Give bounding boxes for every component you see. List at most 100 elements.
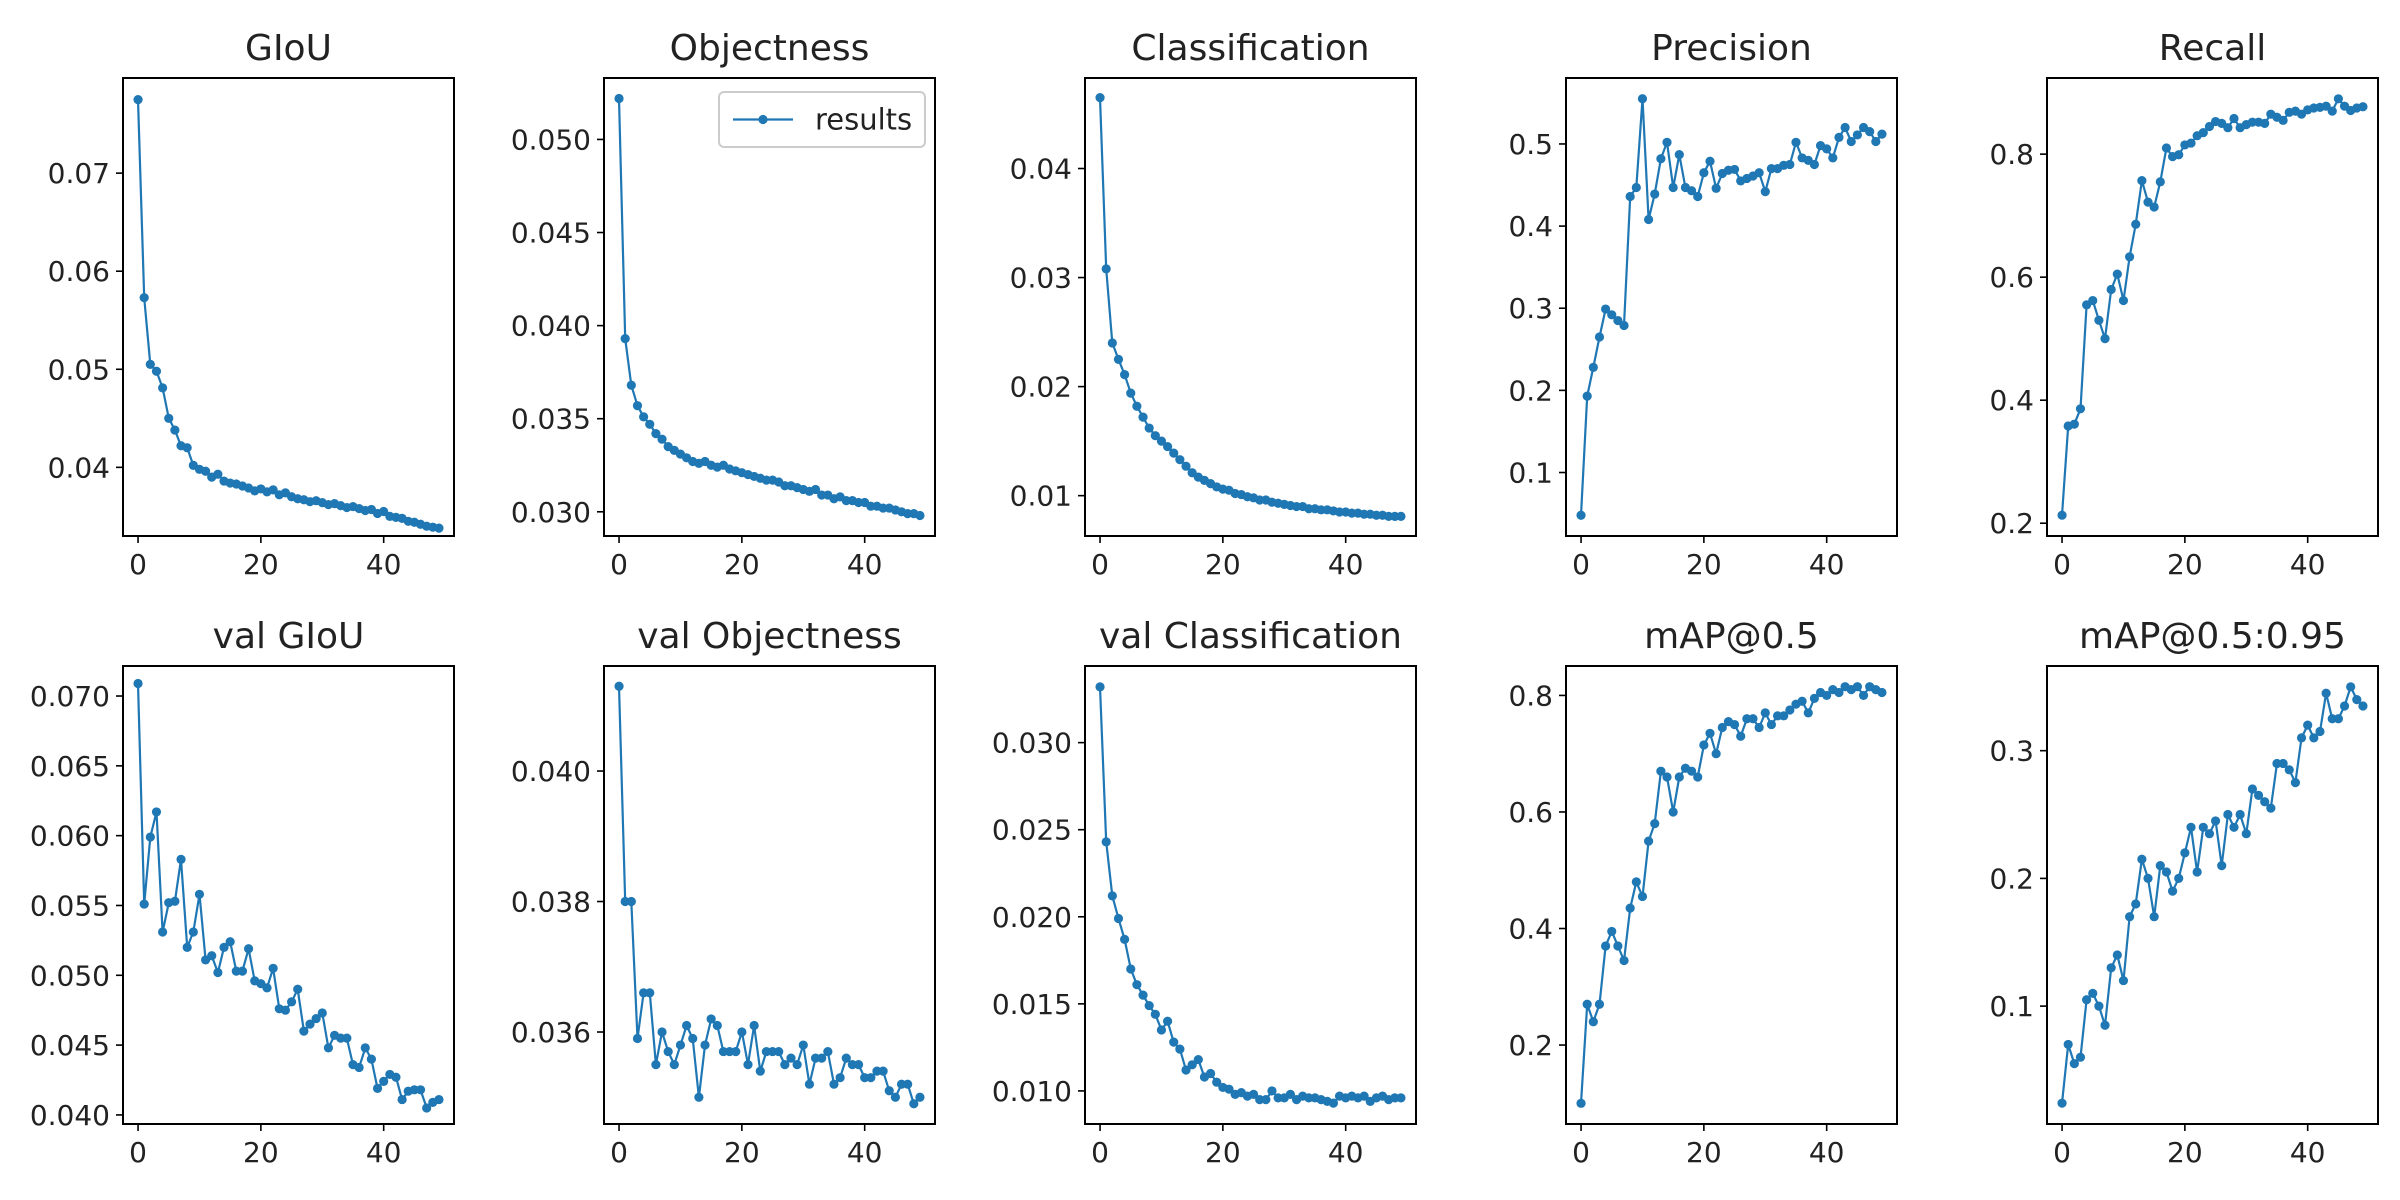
data-point [2290,778,2301,788]
data-point [170,896,180,906]
data-point [1619,320,1629,331]
y-tick-label: 0.038 [511,886,591,919]
y-tick-label: 0.6 [1989,261,2034,294]
data-point [243,944,254,954]
data-point [632,1033,643,1044]
subplot-0: GIoU 0 20 40 0.04 0.05 0.06 0.07 [48,28,455,581]
data-point [1828,153,1838,163]
data-point [200,466,211,476]
data-point [1674,772,1684,782]
data-point [2075,404,2086,414]
x-tick-label: 0 [2053,548,2071,581]
data-point [2260,118,2270,128]
data-point [2253,790,2264,800]
x-tick-label: 0 [1572,548,1590,581]
data-point [2358,102,2368,112]
data-point [1729,719,1740,730]
subplot-title: mAP@0.5:0.95 [2079,616,2346,657]
data-point [884,1086,894,1096]
data-point [158,383,168,393]
y-tick-label: 0.2 [1508,374,1553,407]
subplot-title: Recall [2159,28,2266,69]
y-tick-label: 0.5 [1508,128,1553,161]
data-point [786,1053,796,1063]
data-point [188,927,198,937]
data-point [2180,848,2190,858]
data-point [909,1099,919,1109]
data-point [675,1040,686,1050]
subplot-3: Precision 0 20 40 0.1 0.2 0.3 0.4 0.5 [1508,28,1898,581]
data-point [2241,829,2251,839]
data-point [1150,431,1160,441]
subplot-6: val Objectness 0 20 40 0.036 0.038 0.040 [511,616,936,1169]
x-tick-label: 20 [1686,548,1722,581]
data-point [743,1060,753,1070]
data-point [2149,912,2159,922]
series-line-results [1579,685,1883,1104]
data-point [2327,106,2337,116]
data-point [2094,1001,2104,1011]
subplot-title: Precision [1651,28,1812,69]
subplot-1: Objectness 0 20 40 0.030 0.035 0.040 0.045 0.050… [511,28,936,581]
data-point [2100,334,2110,344]
subplot-title: val GIoU [213,616,365,657]
data-point [2131,899,2141,909]
data-point [2186,138,2196,148]
y-tick-label: 0.025 [992,814,1072,847]
x-tick-label: 20 [1686,1136,1722,1169]
data-point [835,1073,845,1083]
data-point [1248,1089,1259,1099]
y-tick-label: 0.040 [511,755,591,788]
subplot-title: val Objectness [637,616,902,657]
data-point [1169,1037,1179,1047]
data-point [2137,175,2147,186]
data-point [1766,719,1777,730]
y-tick-label: 0.065 [30,750,110,783]
data-point [651,1060,661,1070]
x-tick-label: 40 [1809,548,1845,581]
y-tick-label: 0.05 [48,353,110,386]
data-point [151,366,162,376]
data-point [372,1083,383,1093]
data-point [305,1019,315,1029]
data-point [1193,1054,1203,1065]
data-point [620,334,630,344]
data-point [170,425,180,435]
y-tick-label: 0.030 [511,496,591,529]
y-tick-label: 0.01 [1010,480,1072,513]
data-point [2057,1098,2067,1108]
data-point [2204,829,2215,839]
data-point [379,506,389,517]
data-point [1594,332,1605,342]
series-line-results [617,686,921,1105]
data-point [712,1020,722,1031]
x-tick-label: 0 [1572,1136,1590,1169]
data-point [164,413,174,423]
data-point [1637,94,1648,104]
data-point [1181,1065,1191,1075]
data-point [1711,749,1721,759]
data-point [1865,127,1875,137]
data-point [1138,412,1148,422]
x-tick-label: 20 [724,1136,760,1169]
data-point [1582,999,1592,1009]
data-point [2278,758,2288,769]
data-point [804,1079,815,1089]
data-point [145,359,155,369]
data-point [2229,113,2239,124]
subplot-title: val Classification [1099,616,1402,657]
data-point [1852,682,1862,692]
data-point [1656,154,1666,164]
data-point [1699,740,1709,750]
data-point [1686,766,1697,776]
subplot-title: Objectness [670,28,870,69]
data-point [1643,214,1654,225]
legend-frame [718,91,926,148]
data-point [2075,1052,2086,1062]
x-tick-label: 20 [724,548,760,581]
data-point [1711,183,1721,193]
axes-frame [1565,77,1898,537]
data-point [1175,1044,1185,1054]
data-point [915,510,925,521]
